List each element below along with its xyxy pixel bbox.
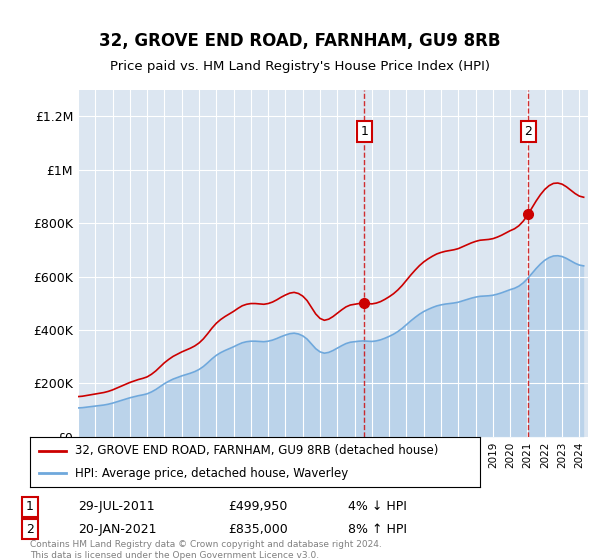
- Text: 4% ↓ HPI: 4% ↓ HPI: [348, 500, 407, 514]
- Text: 8% ↑ HPI: 8% ↑ HPI: [348, 522, 407, 536]
- Text: £499,950: £499,950: [228, 500, 287, 514]
- Text: 2: 2: [26, 522, 34, 536]
- Text: Contains HM Land Registry data © Crown copyright and database right 2024.
This d: Contains HM Land Registry data © Crown c…: [30, 540, 382, 559]
- Text: Price paid vs. HM Land Registry's House Price Index (HPI): Price paid vs. HM Land Registry's House …: [110, 60, 490, 73]
- Text: 1: 1: [361, 125, 368, 138]
- Text: HPI: Average price, detached house, Waverley: HPI: Average price, detached house, Wave…: [75, 466, 348, 479]
- Text: 2: 2: [524, 125, 532, 138]
- Text: 20-JAN-2021: 20-JAN-2021: [78, 522, 157, 536]
- Text: £835,000: £835,000: [228, 522, 288, 536]
- Text: 32, GROVE END ROAD, FARNHAM, GU9 8RB: 32, GROVE END ROAD, FARNHAM, GU9 8RB: [99, 32, 501, 50]
- Text: 32, GROVE END ROAD, FARNHAM, GU9 8RB (detached house): 32, GROVE END ROAD, FARNHAM, GU9 8RB (de…: [75, 445, 439, 458]
- Text: 29-JUL-2011: 29-JUL-2011: [78, 500, 155, 514]
- Text: 1: 1: [26, 500, 34, 514]
